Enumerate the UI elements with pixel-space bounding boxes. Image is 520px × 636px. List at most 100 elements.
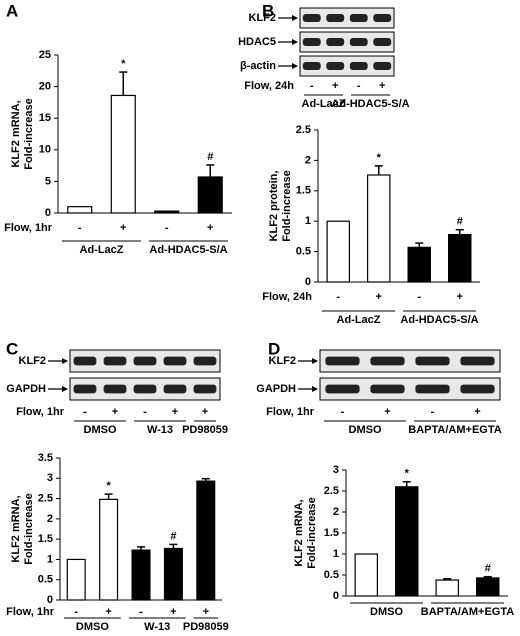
blot-frame [299, 31, 395, 53]
group-label: DMSO [84, 424, 117, 436]
y-tick-label: 25 [39, 49, 51, 61]
y-tick-label: 5 [45, 175, 51, 187]
blot-frame [319, 349, 501, 373]
y-tick-label: 0 [305, 276, 311, 288]
y-axis-label-line: KLF2 mRNA, [293, 499, 305, 566]
bar [67, 206, 93, 214]
y-tick-label: 2.5 [38, 492, 53, 504]
blot-row-label: KLF2 [19, 355, 47, 367]
group-label: Ad-HDAC5-S/A [149, 244, 227, 256]
bar [476, 577, 500, 597]
blot-band [460, 356, 495, 366]
group-label: PD98059 [182, 424, 228, 436]
y-tick-label: 1 [305, 215, 311, 227]
bar [99, 498, 119, 601]
group-label: W-13 [144, 621, 170, 633]
annotation: # [485, 563, 491, 575]
bar [326, 220, 350, 283]
y-tick-label: 1 [333, 548, 339, 560]
blot-band [415, 384, 450, 394]
annotation: * [377, 152, 382, 164]
y-axis-label-line: Fold-increase [306, 497, 318, 569]
blot-band [373, 38, 392, 46]
blot-row-label: KLF2 [269, 355, 297, 367]
y-axis-label-line: KLF2 mRNA, [10, 495, 22, 562]
y-tick-label: 3 [333, 464, 339, 476]
blot-band [73, 356, 97, 366]
x-tick-label: - [139, 606, 143, 618]
arrow-head [312, 358, 318, 364]
bar [395, 486, 419, 597]
blot-band [326, 14, 345, 22]
y-tick-label: 0.5 [38, 574, 53, 586]
y-axis-label: KLF2 mRNA,Fold-increase [10, 98, 35, 170]
group-label: BAPTA/AM+EGTA [408, 424, 501, 436]
blot-band [370, 356, 405, 366]
blot-frame [299, 55, 395, 77]
flow-label: Flow, 24h [244, 80, 294, 92]
flow-label: Flow, 1hr [266, 406, 315, 418]
flow-sign: - [431, 406, 435, 418]
blot-band [415, 356, 450, 366]
annotation: # [207, 151, 213, 163]
arrow-head [292, 63, 298, 69]
group-label: BAPTA/AM+EGTA [421, 606, 514, 618]
panel-label: D [268, 339, 280, 358]
blot-row-label: GAPDH [6, 383, 46, 395]
flow-sign: - [310, 80, 314, 92]
flow-sign: - [143, 406, 147, 418]
y-axis-label: KLF2 mRNA,Fold-increase [293, 497, 318, 569]
y-axis-label-line: KLF2 mRNA, [10, 100, 22, 167]
arrow-head [292, 39, 298, 45]
arrow-head [292, 15, 298, 21]
flow-label: Flow, 24h [262, 291, 312, 303]
x-tick-label: - [336, 291, 340, 303]
y-tick-label: 0 [333, 590, 339, 602]
blot-band [326, 62, 345, 70]
blot-band [349, 62, 368, 70]
flow-sign: + [474, 406, 480, 418]
flow-sign: + [379, 80, 385, 92]
y-tick-label: 10 [39, 144, 51, 156]
blot-band [325, 384, 360, 394]
blot-band [163, 356, 187, 366]
panel-label: C [6, 339, 18, 358]
x-tick-label: + [203, 606, 209, 618]
group-label: Ad-LacZ [337, 314, 381, 326]
y-tick-label: 0 [47, 594, 53, 606]
arrow-head [62, 358, 68, 364]
blot-frame [319, 377, 501, 401]
bar [448, 233, 472, 283]
y-axis-label-line: Fold-increase [23, 493, 35, 565]
group-label: DMSO [76, 621, 109, 633]
arrow-head [312, 386, 318, 392]
blot-band [349, 38, 368, 46]
blot-band [349, 14, 368, 22]
y-tick-label: 15 [39, 112, 51, 124]
x-tick-label: + [120, 222, 126, 234]
blot-band [103, 356, 127, 366]
x-tick-label: + [457, 291, 463, 303]
blot-band [193, 384, 217, 394]
y-tick-label: 0 [45, 207, 51, 219]
y-tick-label: 2 [333, 506, 339, 518]
arrow-head [62, 386, 68, 392]
group-label: PD98059 [183, 621, 229, 633]
blot-band [302, 14, 321, 22]
y-tick-label: 1.5 [296, 185, 311, 197]
flow-sign: + [202, 406, 208, 418]
y-tick-label: 2.5 [296, 124, 311, 136]
bar [354, 553, 378, 597]
flow-sign: + [384, 406, 390, 418]
blot-row-label: HDAC5 [238, 36, 276, 48]
blot-band [133, 356, 157, 366]
y-tick-label: 2.5 [324, 485, 339, 497]
y-tick-label: 1.5 [324, 527, 339, 539]
flow-sign: + [112, 406, 118, 418]
x-tick-label: + [376, 291, 382, 303]
flow-label: Flow, 1hr [16, 406, 65, 418]
y-tick-label: 2 [305, 154, 311, 166]
blot-band [103, 384, 127, 394]
group-label: Ad-LacZ [302, 98, 346, 110]
